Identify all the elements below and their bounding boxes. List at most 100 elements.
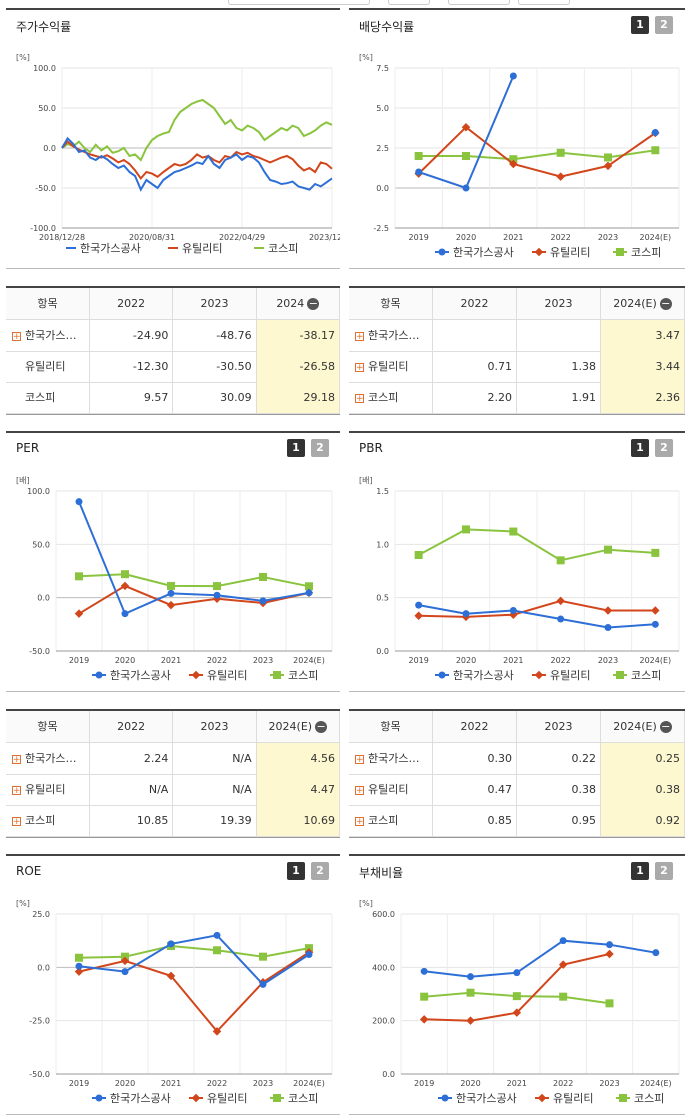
- table-row: 유틸리티 -12.30 -30.50 -26.58: [6, 351, 340, 383]
- legend-label: 한국가스공사: [110, 1092, 171, 1105]
- row-name-cell: + 코스피: [6, 805, 90, 836]
- column-header-label: 2022: [117, 297, 146, 310]
- chart-toggle-1-button[interactable]: 1: [287, 862, 305, 880]
- table-cell: [517, 320, 601, 351]
- legend-label: 코스피: [634, 1092, 664, 1105]
- y-tick-label: 5.0: [376, 104, 389, 113]
- collapse-icon[interactable]: −: [315, 720, 328, 733]
- data-point: [121, 968, 129, 976]
- series-line: [78, 584, 310, 615]
- table-cell: N/A: [90, 774, 174, 805]
- chart-toggle-2-button[interactable]: 2: [311, 439, 329, 457]
- table-cell: 30.09: [173, 382, 257, 413]
- table-row: + 한국가스… 0.30 0.22 0.25: [349, 743, 685, 775]
- legend-label: 유틸리티: [553, 1092, 593, 1105]
- table-cell: -48.76: [173, 320, 257, 351]
- x-tick-label: 2022: [550, 656, 570, 665]
- row-name-cell: + 코스피: [349, 805, 433, 836]
- collapse-icon[interactable]: −: [659, 720, 672, 733]
- chart-toggle-2-button[interactable]: 2: [311, 862, 329, 880]
- expand-icon[interactable]: +: [12, 816, 21, 827]
- expand-icon[interactable]: +: [12, 785, 21, 796]
- chart-toggle-1-button[interactable]: 1: [287, 439, 305, 457]
- y-tick-label: 0.0: [382, 1070, 395, 1079]
- top-tab[interactable]: [228, 0, 370, 5]
- table-cell: 19.39: [173, 805, 257, 836]
- row-name-cell: + 한국가스…: [349, 320, 433, 351]
- column-header: 2022: [433, 711, 517, 742]
- x-tick-label: 2023: [253, 1079, 273, 1088]
- expand-icon[interactable]: +: [12, 331, 21, 342]
- chart-toggle-1-button[interactable]: 1: [631, 16, 649, 34]
- data-point: [462, 610, 470, 618]
- series-line: [424, 939, 656, 978]
- table-cell: 2.36: [601, 382, 685, 413]
- y-tick-label: 0.5: [376, 594, 389, 603]
- x-tick-label: 2021: [161, 656, 181, 665]
- expand-icon[interactable]: +: [355, 785, 364, 796]
- expand-icon[interactable]: +: [355, 393, 364, 404]
- data-point: [513, 969, 521, 977]
- expand-icon[interactable]: +: [355, 754, 364, 765]
- x-tick-label: 2023: [598, 233, 618, 242]
- expand-icon[interactable]: +: [355, 331, 364, 342]
- y-tick-label: -2.5: [373, 224, 389, 233]
- collapse-icon[interactable]: −: [307, 297, 320, 310]
- row-name-cell: + 한국가스…: [6, 743, 90, 774]
- roe-panel: ROE 1 2 [%] 25.0 0.0 -25.0 -50.0 2019 2020 2021…: [6, 854, 340, 1115]
- chart-toggle-1-button[interactable]: 1: [631, 862, 649, 880]
- x-tick-label: 2021: [503, 233, 523, 242]
- series-0: [415, 73, 659, 192]
- table-row: + 유틸리티 0.71 1.38 3.44: [349, 351, 685, 383]
- expand-icon[interactable]: +: [355, 362, 364, 373]
- data-point: [556, 148, 565, 157]
- x-tick-label: 2021: [161, 1079, 181, 1088]
- column-header-label: 항목: [380, 297, 401, 310]
- table-cell: 3.44: [601, 351, 685, 382]
- series-1: [419, 949, 614, 1025]
- data-point: [604, 153, 612, 162]
- data-point: [556, 556, 565, 565]
- per-chart: [배] 100.0 50.0 0.0 -50.0 2019 2020 2021 2022 2023…: [16, 476, 333, 682]
- y-unit-label: [%]: [359, 899, 373, 908]
- stock-return-table: 항목 2022 2023 2024− + 한국가스… -24.90 -48.76 -38.17 유…: [6, 286, 340, 415]
- data-point: [120, 581, 130, 591]
- chart-toggle-2-button[interactable]: 2: [655, 439, 673, 457]
- x-tick-label: 2019: [69, 1079, 89, 1088]
- y-unit-label: [배]: [16, 476, 30, 485]
- chart-toggle-2-button[interactable]: 2: [655, 16, 673, 34]
- y-unit-label: [%]: [359, 53, 373, 62]
- data-point: [651, 620, 659, 628]
- top-tab[interactable]: [388, 0, 430, 5]
- data-point: [420, 967, 428, 975]
- x-tick-label: 2024(E): [640, 233, 672, 242]
- series-line: [78, 944, 310, 959]
- column-header-label: 2022: [460, 720, 489, 733]
- x-tick-label: 2020: [456, 656, 476, 665]
- legend-label: 코스피: [631, 246, 661, 259]
- expand-icon[interactable]: +: [12, 754, 21, 765]
- column-header: 항목: [349, 711, 433, 742]
- top-tab[interactable]: [518, 0, 570, 5]
- per-table: 항목 2022 2023 2024(E) − + 한국가스… 2.24 N/A 4.56 + 유틸리티…: [6, 709, 340, 838]
- chart-toggle-2-button[interactable]: 2: [655, 862, 673, 880]
- table-cell: 4.56: [256, 743, 340, 774]
- column-header: 항목: [349, 288, 433, 319]
- table-cell: -38.17: [256, 320, 340, 351]
- chart-toggle-1-button[interactable]: 1: [631, 439, 649, 457]
- y-tick-label: 0.0: [376, 647, 389, 656]
- x-tick-label: 2020/08/31: [129, 233, 175, 242]
- top-tab[interactable]: [448, 0, 510, 5]
- data-point: [509, 155, 518, 164]
- data-point: [414, 551, 423, 559]
- collapse-icon[interactable]: −: [659, 297, 672, 310]
- table-cell: 0.92: [601, 805, 685, 836]
- column-header-label: 2022: [117, 720, 146, 733]
- data-point: [466, 1016, 475, 1025]
- expand-icon[interactable]: +: [355, 816, 364, 827]
- column-header: 2024−: [256, 288, 340, 319]
- series-2: [75, 570, 313, 591]
- y-tick-label: 7.5: [376, 64, 389, 73]
- data-point: [213, 931, 221, 939]
- y-tick-label: -50.0: [29, 647, 50, 656]
